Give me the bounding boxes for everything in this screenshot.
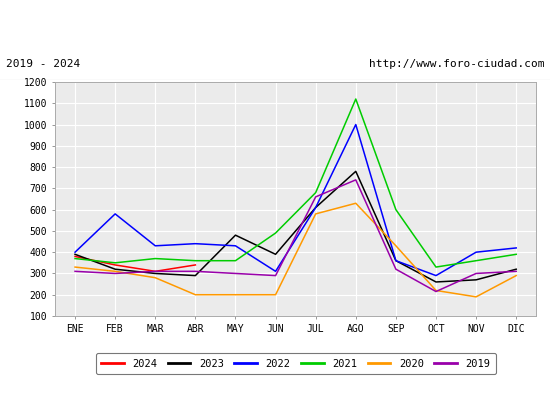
Legend: 2024, 2023, 2022, 2021, 2020, 2019: 2024, 2023, 2022, 2021, 2020, 2019 bbox=[96, 353, 496, 374]
Text: Evolucion Nº Turistas Nacionales en el municipio de Purchena: Evolucion Nº Turistas Nacionales en el m… bbox=[43, 18, 507, 30]
Text: http://www.foro-ciudad.com: http://www.foro-ciudad.com bbox=[369, 59, 544, 69]
Text: 2019 - 2024: 2019 - 2024 bbox=[6, 59, 80, 69]
